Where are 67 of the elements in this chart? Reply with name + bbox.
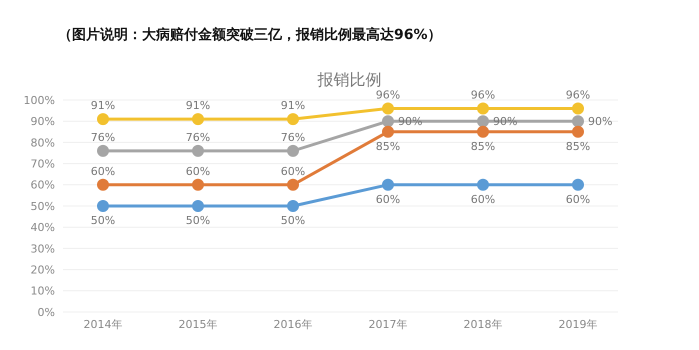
data-label: 96% xyxy=(470,88,496,102)
data-label: 60% xyxy=(90,164,116,178)
data-label: 85% xyxy=(376,140,400,153)
point xyxy=(572,178,584,191)
data-label: 50% xyxy=(90,214,116,227)
y-tick-label: 30% xyxy=(30,242,55,256)
point xyxy=(192,144,204,157)
data-label: 76% xyxy=(280,130,306,144)
y-tick-label: 40% xyxy=(30,221,55,234)
x-tick-label: 2014年 xyxy=(84,318,122,331)
point xyxy=(572,126,584,138)
x-tick-label: 2017年 xyxy=(368,318,408,331)
point xyxy=(477,126,489,138)
data-label: 85% xyxy=(566,140,590,153)
point xyxy=(382,115,394,128)
data-label: 91% xyxy=(280,99,306,112)
point xyxy=(192,200,204,212)
y-tick-label: 90% xyxy=(30,115,55,128)
data-label: 91% xyxy=(186,99,210,112)
data-label: 90% xyxy=(398,115,422,128)
point xyxy=(572,115,584,128)
y-tick-label: 60% xyxy=(30,178,55,192)
y-tick-label: 10% xyxy=(30,284,55,298)
point xyxy=(477,115,489,128)
y-tick-label: 0% xyxy=(38,306,55,319)
point xyxy=(477,102,489,114)
point xyxy=(287,113,299,126)
x-tick-label: 2019年 xyxy=(558,318,598,331)
data-label: 60% xyxy=(186,164,210,178)
data-label: 96% xyxy=(566,88,590,102)
point xyxy=(572,102,584,114)
data-label: 50% xyxy=(186,214,210,227)
point xyxy=(382,102,394,114)
data-label: 76% xyxy=(90,130,116,144)
text: （图片说明：大病赔付金额突破三亿，报销比例最高达96%） xyxy=(58,26,442,44)
data-label: 60% xyxy=(280,164,306,178)
point xyxy=(97,200,109,212)
point xyxy=(97,144,109,157)
y-tick-label: 100% xyxy=(24,94,55,107)
point xyxy=(287,200,299,212)
y-tick-label: 70% xyxy=(30,158,55,171)
data-label: 90% xyxy=(493,115,518,128)
x-tick-label: 2015年 xyxy=(178,318,218,331)
data-label: 60% xyxy=(470,192,496,206)
data-label: 96% xyxy=(376,88,400,102)
data-label: 60% xyxy=(376,192,400,206)
point xyxy=(287,178,299,191)
x-tick-label: 2016年 xyxy=(274,318,312,331)
point xyxy=(192,178,204,191)
data-label: 50% xyxy=(280,214,306,227)
point xyxy=(382,126,394,138)
point xyxy=(97,113,109,126)
data-label: 76% xyxy=(186,130,210,144)
y-tick-label: 80% xyxy=(30,136,55,150)
point xyxy=(382,178,394,191)
data-label: 91% xyxy=(90,99,116,112)
point xyxy=(287,144,299,157)
data-label: 60% xyxy=(566,192,590,206)
x-tick-label: 2018年 xyxy=(464,318,502,331)
data-label: 85% xyxy=(470,140,496,153)
chart-title: 报销比例 xyxy=(318,70,382,89)
point xyxy=(97,178,109,191)
point xyxy=(192,113,204,126)
y-tick-label: 50% xyxy=(30,200,55,213)
data-label: 90% xyxy=(588,115,612,128)
y-tick-label: 20% xyxy=(30,264,55,277)
point xyxy=(477,178,489,191)
